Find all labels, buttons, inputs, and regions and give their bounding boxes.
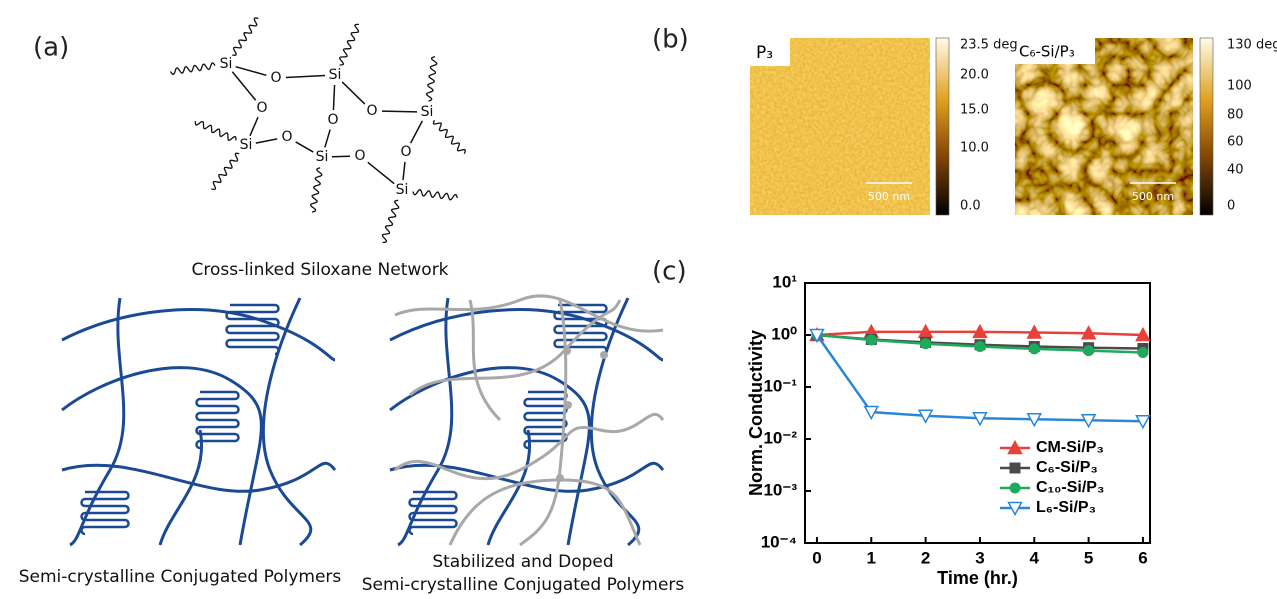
legend-label: CM-Si/P₃ xyxy=(1036,439,1104,456)
legend-label: C₆-Si/P₃ xyxy=(1036,459,1098,476)
legend-label: C₁₀-Si/P₃ xyxy=(1036,479,1104,496)
marker xyxy=(1029,343,1040,354)
substituent xyxy=(427,57,437,102)
legend-label: L₆-Si/P₃ xyxy=(1036,499,1096,516)
x-tick-label: 6 xyxy=(1138,548,1147,567)
substituent xyxy=(232,18,258,55)
bond xyxy=(232,72,255,101)
colorbar-label: 80 xyxy=(1227,108,1244,123)
atom-label: Si xyxy=(316,149,329,165)
colorbar-label: 15.0 xyxy=(960,103,989,118)
atom-label: O xyxy=(281,129,292,145)
atom-label: O xyxy=(354,148,365,164)
y-tick-label: 10¹ xyxy=(772,272,797,291)
y-tick-label: 10⁻² xyxy=(763,428,797,447)
colorbar-label: 23.5 deg xyxy=(960,38,1018,53)
atom-label: O xyxy=(366,103,377,119)
atom-label: O xyxy=(327,112,338,128)
bond xyxy=(382,111,417,112)
panel-label: (b) xyxy=(652,25,689,55)
y-tick-label: 10⁻¹ xyxy=(763,376,797,395)
atom-label: Si xyxy=(329,67,342,83)
y-tick-label: 10⁰ xyxy=(771,324,797,343)
x-tick-label: 2 xyxy=(921,548,930,567)
figure: (a) SiOSiOSiOOOSiOSiOSi Cross-linked Sil… xyxy=(0,0,1277,595)
bond xyxy=(411,121,423,143)
atom-label: Si xyxy=(220,56,233,72)
bond xyxy=(250,117,258,136)
image-title: P₃ xyxy=(756,43,773,63)
marker xyxy=(974,341,985,352)
lamella xyxy=(227,305,279,354)
colorbar-label: 10.0 xyxy=(960,141,989,156)
substituent xyxy=(382,200,398,242)
bond xyxy=(286,76,325,78)
bond xyxy=(333,85,334,110)
caption: Cross-linked Siloxane Network xyxy=(191,260,448,280)
x-tick-label: 0 xyxy=(812,548,821,567)
x-tick-label: 3 xyxy=(975,548,984,567)
marker xyxy=(920,338,931,349)
substituent xyxy=(413,190,458,200)
marker xyxy=(866,335,877,346)
caption: Semi-crystalline Conjugated Polymers xyxy=(19,567,342,587)
bond xyxy=(256,139,277,143)
scale-bar-label: 500 nm xyxy=(868,190,910,203)
marker xyxy=(1083,345,1094,356)
colorbar-label: 20.0 xyxy=(960,68,989,83)
y-tick-label: 10⁻⁴ xyxy=(761,532,797,551)
colorbar-label: 60 xyxy=(1227,135,1244,150)
atom-label: O xyxy=(256,100,267,116)
bond xyxy=(236,67,267,76)
x-tick-label: 1 xyxy=(867,548,876,567)
atom-label: O xyxy=(270,70,281,86)
substituent xyxy=(311,168,322,212)
bond xyxy=(368,162,394,183)
afm-image: C₆-Si/P₃ 500 nm xyxy=(1015,38,1213,215)
marker xyxy=(1010,483,1021,494)
bond xyxy=(342,82,365,104)
x-tick-label: 5 xyxy=(1084,548,1093,567)
bond xyxy=(296,142,314,152)
x-axis-label: Time (hr.) xyxy=(937,568,1018,588)
lamella xyxy=(82,492,129,534)
colorbar-label: 100 xyxy=(1227,79,1252,94)
bond xyxy=(325,130,330,148)
substituent xyxy=(171,63,216,75)
afm-image: P₃ 500 nm xyxy=(750,38,949,215)
colorbar-label: 0 xyxy=(1227,199,1235,214)
bond xyxy=(403,162,405,180)
substituent xyxy=(340,24,359,65)
atom-label: Si xyxy=(421,104,434,120)
marker xyxy=(1137,347,1148,358)
caption: Semi-crystalline Conjugated Polymers xyxy=(362,575,685,595)
panel-label: (c) xyxy=(652,257,687,287)
substituent xyxy=(434,120,466,154)
chart: 0 1 2 3 4 5 6 10¹ 10⁰ 10⁻¹ 10⁻² 10⁻³ 10⁻⁴ Time (hr.) N… xyxy=(746,272,1150,587)
atom-label: O xyxy=(400,144,411,160)
lamella xyxy=(410,492,457,534)
y-tick-label: 10⁻³ xyxy=(763,480,797,499)
image-title: C₆-Si/P₃ xyxy=(1019,43,1075,61)
caption: Stabilized and Doped xyxy=(432,552,613,572)
substituent xyxy=(195,121,236,140)
colorbar-label: 130 deg xyxy=(1227,38,1277,53)
scale-bar-label: 500 nm xyxy=(1132,190,1174,203)
polymer-illustration xyxy=(62,298,335,545)
panel-label: (a) xyxy=(33,33,69,63)
atom-label: Si xyxy=(396,182,409,198)
colorbar-label: 40 xyxy=(1227,163,1244,178)
y-axis-label: Norm. Conductivity xyxy=(746,330,766,496)
atom-label: Si xyxy=(240,137,253,153)
marker xyxy=(1010,463,1021,474)
colorbar-label: 0.0 xyxy=(960,199,981,214)
substituent xyxy=(211,153,239,189)
x-tick-label: 4 xyxy=(1030,548,1040,567)
